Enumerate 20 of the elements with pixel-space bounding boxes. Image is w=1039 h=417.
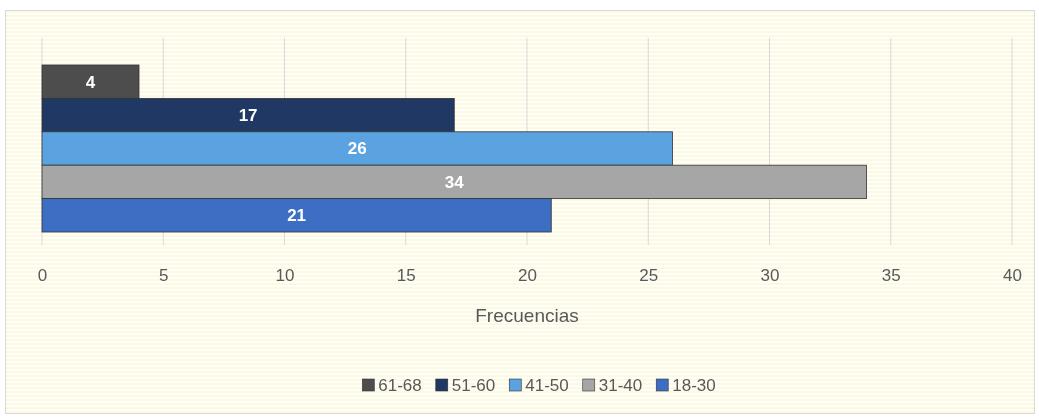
x-tick-label: 20 — [518, 266, 537, 286]
x-tick-label: 35 — [881, 266, 901, 286]
data-label: 21 — [287, 206, 307, 226]
legend-label: 31-40 — [598, 375, 643, 395]
data-label: 34 — [444, 172, 465, 192]
x-tick-label: 25 — [639, 266, 659, 286]
legend-label: 41-50 — [525, 375, 569, 395]
data-label: 17 — [238, 106, 258, 126]
x-tick-label: 40 — [1003, 266, 1022, 286]
x-tick-label: 0 — [37, 266, 48, 286]
legend-label: 51-60 — [451, 375, 496, 395]
legend-label: 61-68 — [378, 375, 422, 395]
x-axis-title: Frecuencias — [475, 305, 579, 326]
data-label: 26 — [347, 139, 367, 159]
x-tick-label: 15 — [396, 266, 416, 286]
x-tick-label: 5 — [159, 266, 169, 286]
data-label: 4 — [85, 72, 96, 92]
x-tick-label: 10 — [275, 266, 295, 286]
legend-label: 18-30 — [672, 375, 716, 395]
x-tick-label: 30 — [760, 266, 780, 286]
